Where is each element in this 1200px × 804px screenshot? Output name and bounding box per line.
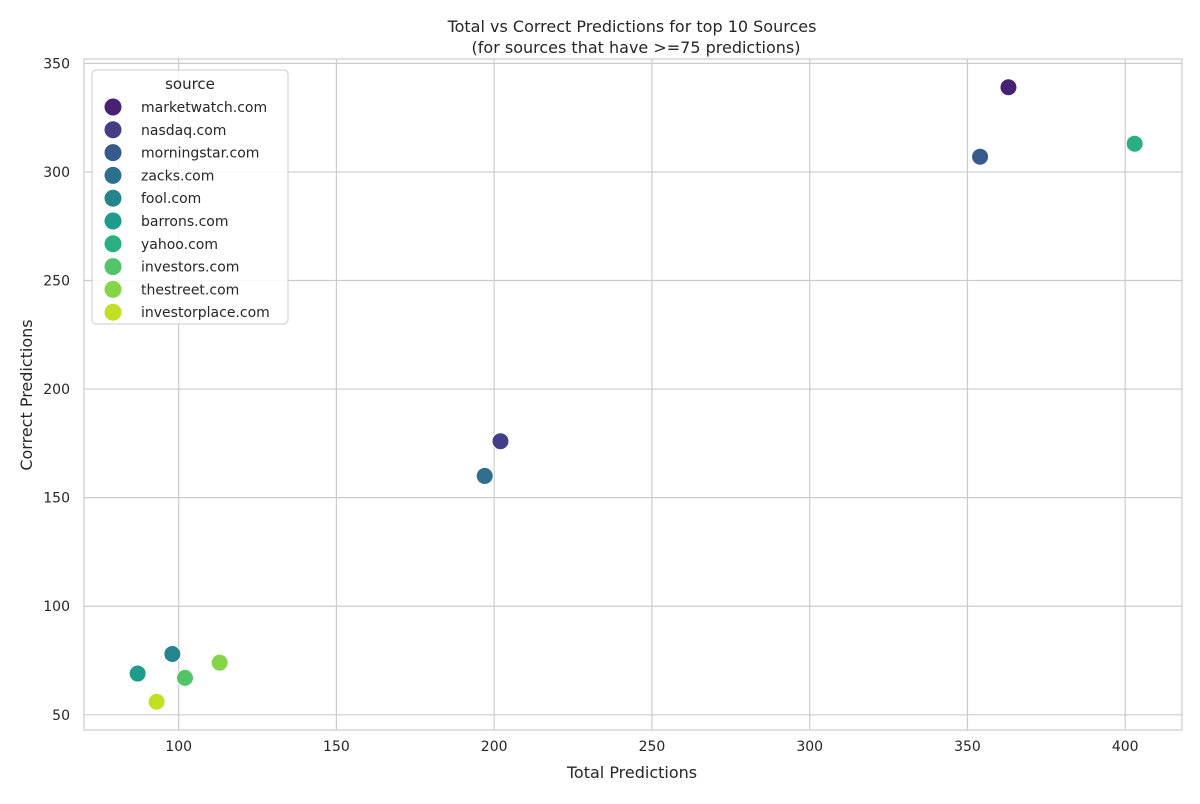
legend-label: nasdaq.com [141, 123, 226, 139]
chart-subtitle: (for sources that have >=75 predictions) [472, 38, 801, 57]
legend-item: investors.com [104, 258, 239, 276]
data-point: fool.com [163, 644, 182, 663]
legend-label: morningstar.com [141, 146, 259, 162]
chart-title: Total vs Correct Predictions for top 10 … [447, 17, 817, 36]
legend-marker [104, 166, 122, 184]
y-axis-label: Correct Predictions [17, 319, 36, 470]
y-tick-label: 300 [43, 165, 70, 181]
legend-item: marketwatch.com [104, 98, 267, 116]
legend-label: barrons.com [141, 214, 229, 230]
x-tick-label: 400 [1112, 739, 1139, 755]
data-point: zacks.com [475, 466, 494, 485]
data-point: marketwatch.com [999, 78, 1018, 97]
legend: source marketwatch.com nasdaq.com mornings… [91, 69, 289, 325]
legend-marker [104, 98, 122, 116]
legend-item: fool.com [104, 189, 201, 207]
legend-label: yahoo.com [141, 237, 218, 253]
legend-item: investorplace.com [104, 303, 270, 321]
y-tick-label: 50 [52, 708, 70, 724]
y-tick-label: 250 [43, 273, 70, 289]
legend-item: yahoo.com [104, 235, 218, 253]
plot-frame [83, 58, 1183, 731]
legend-items: marketwatch.com nasdaq.com morningstar.com… [104, 98, 270, 321]
data-point: morningstar.com [971, 147, 990, 166]
legend-item: barrons.com [104, 212, 229, 230]
legend-marker [104, 144, 122, 162]
x-tick-label: 250 [639, 739, 666, 755]
legend-label: fool.com [141, 191, 201, 207]
legend-label: investors.com [141, 260, 239, 276]
legend-box [91, 69, 289, 325]
legend-marker [104, 280, 122, 298]
legend-item: thestreet.com [104, 280, 239, 298]
data-point: investors.com [175, 668, 194, 687]
data-point: yahoo.com [1125, 134, 1144, 153]
legend-marker [104, 258, 122, 276]
legend-item: nasdaq.com [104, 121, 226, 139]
legend-label: investorplace.com [141, 305, 270, 321]
legend-marker [104, 303, 122, 321]
legend-marker [104, 189, 122, 207]
data-point: thestreet.com [210, 653, 229, 672]
legend-marker [104, 212, 122, 230]
data-point: nasdaq.com [491, 432, 510, 451]
legend-label: marketwatch.com [141, 100, 267, 116]
point-layer: marketwatch.com nasdaq.com morningstar.com… [128, 78, 1144, 711]
legend-marker [104, 235, 122, 253]
x-tick-label: 200 [481, 739, 508, 755]
tick-layer: 100 150 200 250 300 350 400 50 100 150 200 250 300 35… [43, 56, 1138, 755]
legend-item: zacks.com [104, 166, 214, 184]
y-tick-label: 200 [43, 382, 70, 398]
y-tick-label: 350 [43, 56, 70, 72]
legend-marker [104, 121, 122, 139]
x-tick-label: 350 [954, 739, 981, 755]
x-tick-label: 150 [323, 739, 350, 755]
legend-item: morningstar.com [104, 144, 259, 162]
x-tick-label: 300 [796, 739, 823, 755]
data-point: investorplace.com [147, 692, 166, 711]
legend-label: thestreet.com [141, 282, 239, 298]
legend-title: source [165, 75, 215, 93]
data-point: barrons.com [128, 664, 147, 683]
y-tick-label: 150 [43, 491, 70, 507]
x-axis-label: Total Predictions [566, 763, 697, 782]
y-tick-label: 100 [43, 599, 70, 615]
legend-label: zacks.com [141, 168, 214, 184]
x-tick-label: 100 [165, 739, 192, 755]
